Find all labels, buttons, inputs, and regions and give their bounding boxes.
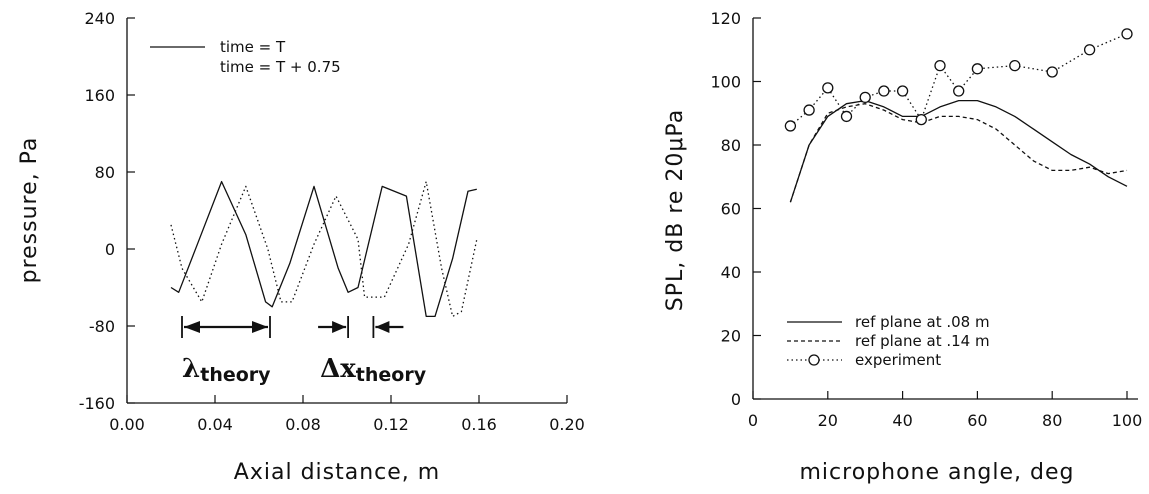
x-tick-label: 0.04 [197,415,233,434]
y-tick-label: 40 [721,263,741,282]
y-tick-label: 0 [105,240,115,259]
data-point [859,91,871,104]
data-point [840,110,853,123]
arrowhead-left [184,321,200,333]
data-point [784,120,797,132]
x-tick-label: 0.12 [373,415,409,434]
data-point [953,85,965,97]
lambda-theory-label: λtheory [182,354,271,386]
y-tick-label: 60 [721,200,741,219]
y-tick-label: -160 [79,394,115,413]
x-tick-labels: 0 20 40 60 80 100 [748,391,1142,430]
series-line-1 [789,99,1128,203]
x-axis-label: microphone angle, deg [800,460,1075,485]
series-line-2 [170,180,478,318]
annotations: λtheory Δxtheory [181,316,427,386]
data-point [803,104,815,116]
y-tick-label: 80 [721,136,741,155]
x-tick-label: 20 [818,411,838,430]
data-point [934,59,946,72]
legend-label: ref plane at .14 m [855,332,990,350]
x-tick-label: 40 [892,411,912,430]
y-axis-label: SPL, dB re 20μPa [663,109,688,311]
arrowhead-in-right [375,321,390,333]
data-point [896,85,909,97]
y-tick-label: -80 [89,317,115,336]
pressure-chart: 240 160 80 0 -80 -160 0.00 0.04 0.08 0.12 0.16 0.2… [17,9,585,485]
legend-label: ref plane at .08 m [855,313,990,331]
y-tick-label: 100 [710,73,741,92]
data-point [971,63,984,75]
y-tick-label: 20 [721,327,741,346]
legend-label: experiment [855,351,941,369]
x-tick-label: 0.08 [285,415,321,434]
y-tick-labels: 0 20 40 60 80 100 120 [710,9,761,409]
data-point [878,85,890,97]
data-point [1009,59,1021,72]
data-point [915,113,927,126]
series-lines [170,180,478,318]
x-tick-label: 0.20 [549,415,585,434]
y-tick-label: 160 [84,86,115,105]
x-tick-label: 60 [967,411,987,430]
spl-chart: 0 20 40 60 80 100 120 0 20 40 60 80 100 ref plane a… [663,9,1142,485]
x-tick-label: 0.16 [461,415,497,434]
data-point [1083,44,1096,56]
series-line-1 [170,180,477,318]
series-lines [784,28,1133,203]
y-axis-label: pressure, Pa [17,137,42,284]
arrowhead-right [252,321,268,333]
y-tick-label: 240 [84,9,115,28]
data-point [822,82,834,94]
legend-label: time = T [220,38,286,56]
y-tick-label: 0 [731,390,741,409]
data-point [1046,66,1058,78]
legend-label: time = T + 0.75 [220,58,341,76]
x-tick-label: 0.00 [109,415,145,434]
arrowhead-in-left [332,321,347,333]
x-tick-label: 0 [748,411,758,430]
x-axis-label: Axial distance, m [234,460,440,485]
series-line-2 [789,103,1128,203]
delta-x-theory-label: Δxtheory [320,354,427,386]
series-line-3 [789,33,1128,127]
x-tick-label: 100 [1112,411,1143,430]
data-point [1121,28,1133,40]
y-tick-label: 120 [710,9,741,28]
y-tick-label: 80 [95,163,115,182]
x-tick-labels: 0.00 0.04 0.08 0.12 0.16 0.20 [109,395,585,434]
y-tick-labels: 240 160 80 0 -80 -160 [79,9,135,413]
x-tick-label: 80 [1042,411,1062,430]
legend-marker [808,354,820,366]
legend: time = T time = T + 0.75 [150,38,341,76]
